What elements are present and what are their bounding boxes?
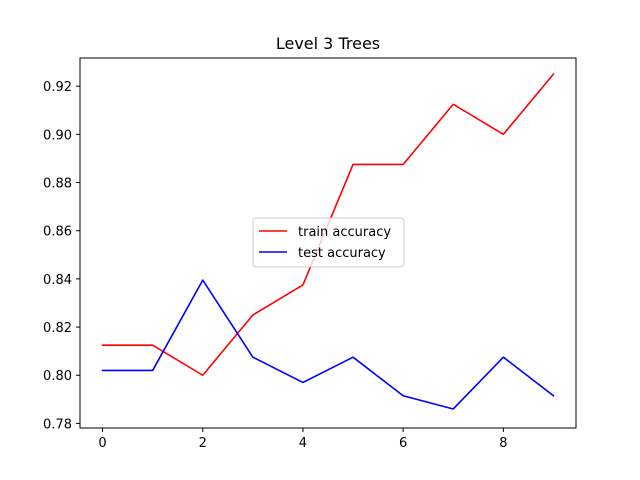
y-tick-label: 0.82 bbox=[43, 321, 72, 336]
x-tick-label: 6 bbox=[399, 436, 407, 451]
chart-title: Level 3 Trees bbox=[276, 34, 380, 53]
y-tick-label: 0.80 bbox=[43, 369, 72, 384]
y-tick-label: 0.78 bbox=[43, 417, 72, 432]
series-line-test-accuracy bbox=[101, 279, 555, 410]
x-tick-label: 8 bbox=[499, 436, 507, 451]
x-tick-label: 4 bbox=[299, 436, 307, 451]
y-tick-label: 0.92 bbox=[43, 80, 72, 95]
y-tick-label: 0.90 bbox=[43, 128, 72, 143]
y-axis: 0.78 0.80 0.82 0.84 0.86 0.88 0.90 0.92 bbox=[43, 80, 80, 432]
x-axis: 0 2 4 6 8 bbox=[98, 428, 507, 451]
x-tick-label: 2 bbox=[199, 436, 207, 451]
legend-label: test accuracy bbox=[298, 246, 386, 261]
x-tick-label: 0 bbox=[98, 436, 106, 451]
legend: train accuracy test accuracy bbox=[252, 217, 405, 268]
y-tick-label: 0.84 bbox=[43, 273, 72, 288]
plot-area-frame bbox=[79, 57, 577, 429]
y-tick-label: 0.88 bbox=[43, 177, 72, 192]
legend-box bbox=[252, 217, 405, 268]
legend-label: train accuracy bbox=[298, 225, 391, 240]
y-tick-label: 0.86 bbox=[43, 225, 72, 240]
